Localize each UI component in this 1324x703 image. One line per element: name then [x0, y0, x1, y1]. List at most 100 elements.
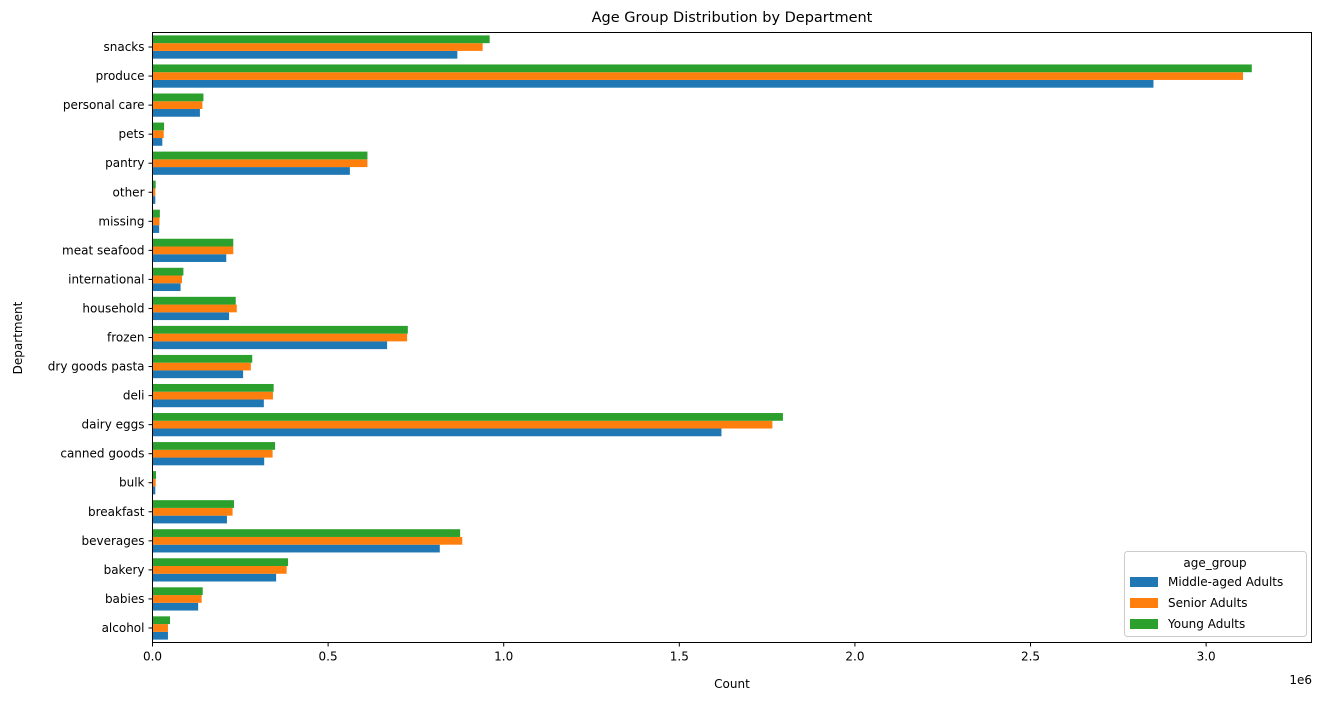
x-axis-offset-text: 1e6 — [1289, 673, 1312, 687]
x-tick-label: 3.0 — [1197, 650, 1216, 664]
x-tick-label: 0.5 — [319, 650, 338, 664]
x-tick-label: 2.0 — [845, 650, 864, 664]
y-tick-label: snacks — [103, 40, 144, 54]
bar-other-middle-aged-adults — [152, 196, 156, 204]
y-tick-label: beverages — [81, 534, 144, 548]
y-tick-label: deli — [123, 389, 145, 403]
bar-breakfast-senior-adults — [152, 507, 233, 516]
y-tick-label: breakfast — [88, 505, 145, 519]
y-tick-label: missing — [98, 214, 144, 228]
bar-pets-senior-adults — [152, 130, 164, 139]
y-axis: alcohol babies bakery beverages breakfast bul… — [48, 40, 153, 635]
bar-bulk-young-adults — [152, 471, 157, 479]
bar-other-young-adults — [152, 180, 156, 189]
bar-other-senior-adults — [152, 188, 156, 197]
legend-swatch — [1130, 619, 1158, 629]
bar-beverages-young-adults — [152, 529, 461, 537]
bar-babies-middle-aged-adults — [152, 602, 199, 611]
legend: age_group Middle-aged Adults Senior Adult… — [1124, 551, 1307, 637]
bar-babies-senior-adults — [152, 595, 202, 603]
bars-layer — [152, 35, 1252, 640]
y-tick-label: produce — [96, 69, 145, 83]
y-tick-label: personal care — [63, 98, 145, 112]
bar-dry-goods-pasta-senior-adults — [152, 362, 251, 371]
y-tick-label: pantry — [105, 156, 144, 170]
bar-snacks-young-adults — [152, 35, 490, 44]
bar-breakfast-middle-aged-adults — [152, 515, 227, 524]
bar-dairy-eggs-young-adults — [152, 413, 783, 421]
bar-alcohol-senior-adults — [152, 624, 168, 632]
legend-swatch — [1130, 598, 1158, 608]
bar-missing-middle-aged-adults — [152, 225, 160, 233]
bar-alcohol-young-adults — [152, 616, 171, 625]
bar-canned-goods-senior-adults — [152, 449, 273, 458]
y-tick-label: household — [82, 301, 144, 315]
bar-international-senior-adults — [152, 275, 183, 284]
bar-international-young-adults — [152, 267, 184, 276]
y-tick-label: bulk — [119, 476, 145, 490]
y-axis-label: Department — [11, 301, 25, 374]
x-tick-label: 0.0 — [143, 650, 162, 664]
legend-label: Senior Adults — [1168, 596, 1248, 610]
bar-dry-goods-pasta-young-adults — [152, 354, 253, 363]
bar-bulk-middle-aged-adults — [152, 486, 156, 495]
bar-meat-seafood-young-adults — [152, 238, 234, 247]
bar-bakery-middle-aged-adults — [152, 573, 277, 582]
bar-canned-goods-middle-aged-adults — [152, 457, 265, 466]
bar-snacks-senior-adults — [152, 43, 483, 51]
bar-personal-care-senior-adults — [152, 101, 203, 109]
bar-babies-young-adults — [152, 587, 203, 596]
bar-household-young-adults — [152, 296, 236, 305]
bar-missing-young-adults — [152, 209, 160, 218]
bar-deli-senior-adults — [152, 391, 273, 400]
y-tick-label: meat seafood — [62, 243, 144, 257]
bar-alcohol-middle-aged-adults — [152, 631, 168, 640]
legend-label: Young Adults — [1167, 617, 1245, 631]
bar-canned-goods-young-adults — [152, 442, 276, 450]
y-tick-label: frozen — [107, 331, 145, 345]
bar-beverages-senior-adults — [152, 536, 463, 545]
y-tick-label: bakery — [104, 563, 145, 577]
bar-snacks-middle-aged-adults — [152, 50, 458, 59]
y-tick-label: babies — [105, 592, 145, 606]
bar-household-senior-adults — [152, 304, 237, 313]
bar-pantry-middle-aged-adults — [152, 167, 350, 175]
bar-household-middle-aged-adults — [152, 312, 230, 321]
y-tick-label: canned goods — [60, 447, 144, 461]
bar-deli-middle-aged-adults — [152, 399, 264, 408]
x-tick-label: 1.5 — [670, 650, 689, 664]
bar-frozen-young-adults — [152, 325, 408, 334]
y-tick-label: international — [68, 272, 144, 286]
bar-bakery-young-adults — [152, 558, 289, 567]
legend-label: Middle-aged Adults — [1168, 575, 1283, 589]
bar-international-middle-aged-adults — [152, 283, 181, 292]
bar-meat-seafood-senior-adults — [152, 246, 234, 255]
bar-beverages-middle-aged-adults — [152, 544, 440, 553]
y-tick-label: dry goods pasta — [48, 360, 145, 374]
bar-pantry-senior-adults — [152, 159, 368, 168]
chart-title: Age Group Distribution by Department — [592, 10, 873, 26]
x-tick-label: 2.5 — [1021, 650, 1040, 664]
bar-pets-young-adults — [152, 122, 165, 131]
legend-swatch — [1130, 577, 1158, 587]
x-axis-label: Count — [714, 677, 750, 691]
bar-missing-senior-adults — [152, 217, 160, 226]
bar-frozen-middle-aged-adults — [152, 341, 388, 350]
y-tick-label: pets — [119, 127, 145, 141]
bar-produce-young-adults — [152, 64, 1252, 73]
legend-frame — [1124, 551, 1307, 637]
x-tick-label: 1.0 — [494, 650, 513, 664]
bar-dairy-eggs-middle-aged-adults — [152, 428, 722, 437]
bar-personal-care-young-adults — [152, 93, 204, 102]
bar-dairy-eggs-senior-adults — [152, 420, 773, 429]
bar-produce-senior-adults — [152, 72, 1244, 80]
bar-frozen-senior-adults — [152, 333, 408, 342]
bar-dry-goods-pasta-middle-aged-adults — [152, 370, 244, 379]
y-tick-label: alcohol — [102, 621, 145, 635]
bar-breakfast-young-adults — [152, 500, 234, 508]
y-tick-label: dairy eggs — [81, 418, 144, 432]
bar-meat-seafood-middle-aged-adults — [152, 254, 227, 262]
x-axis: 0.0 0.5 1.0 1.5 2.0 2.5 3.0 — [143, 642, 1216, 664]
